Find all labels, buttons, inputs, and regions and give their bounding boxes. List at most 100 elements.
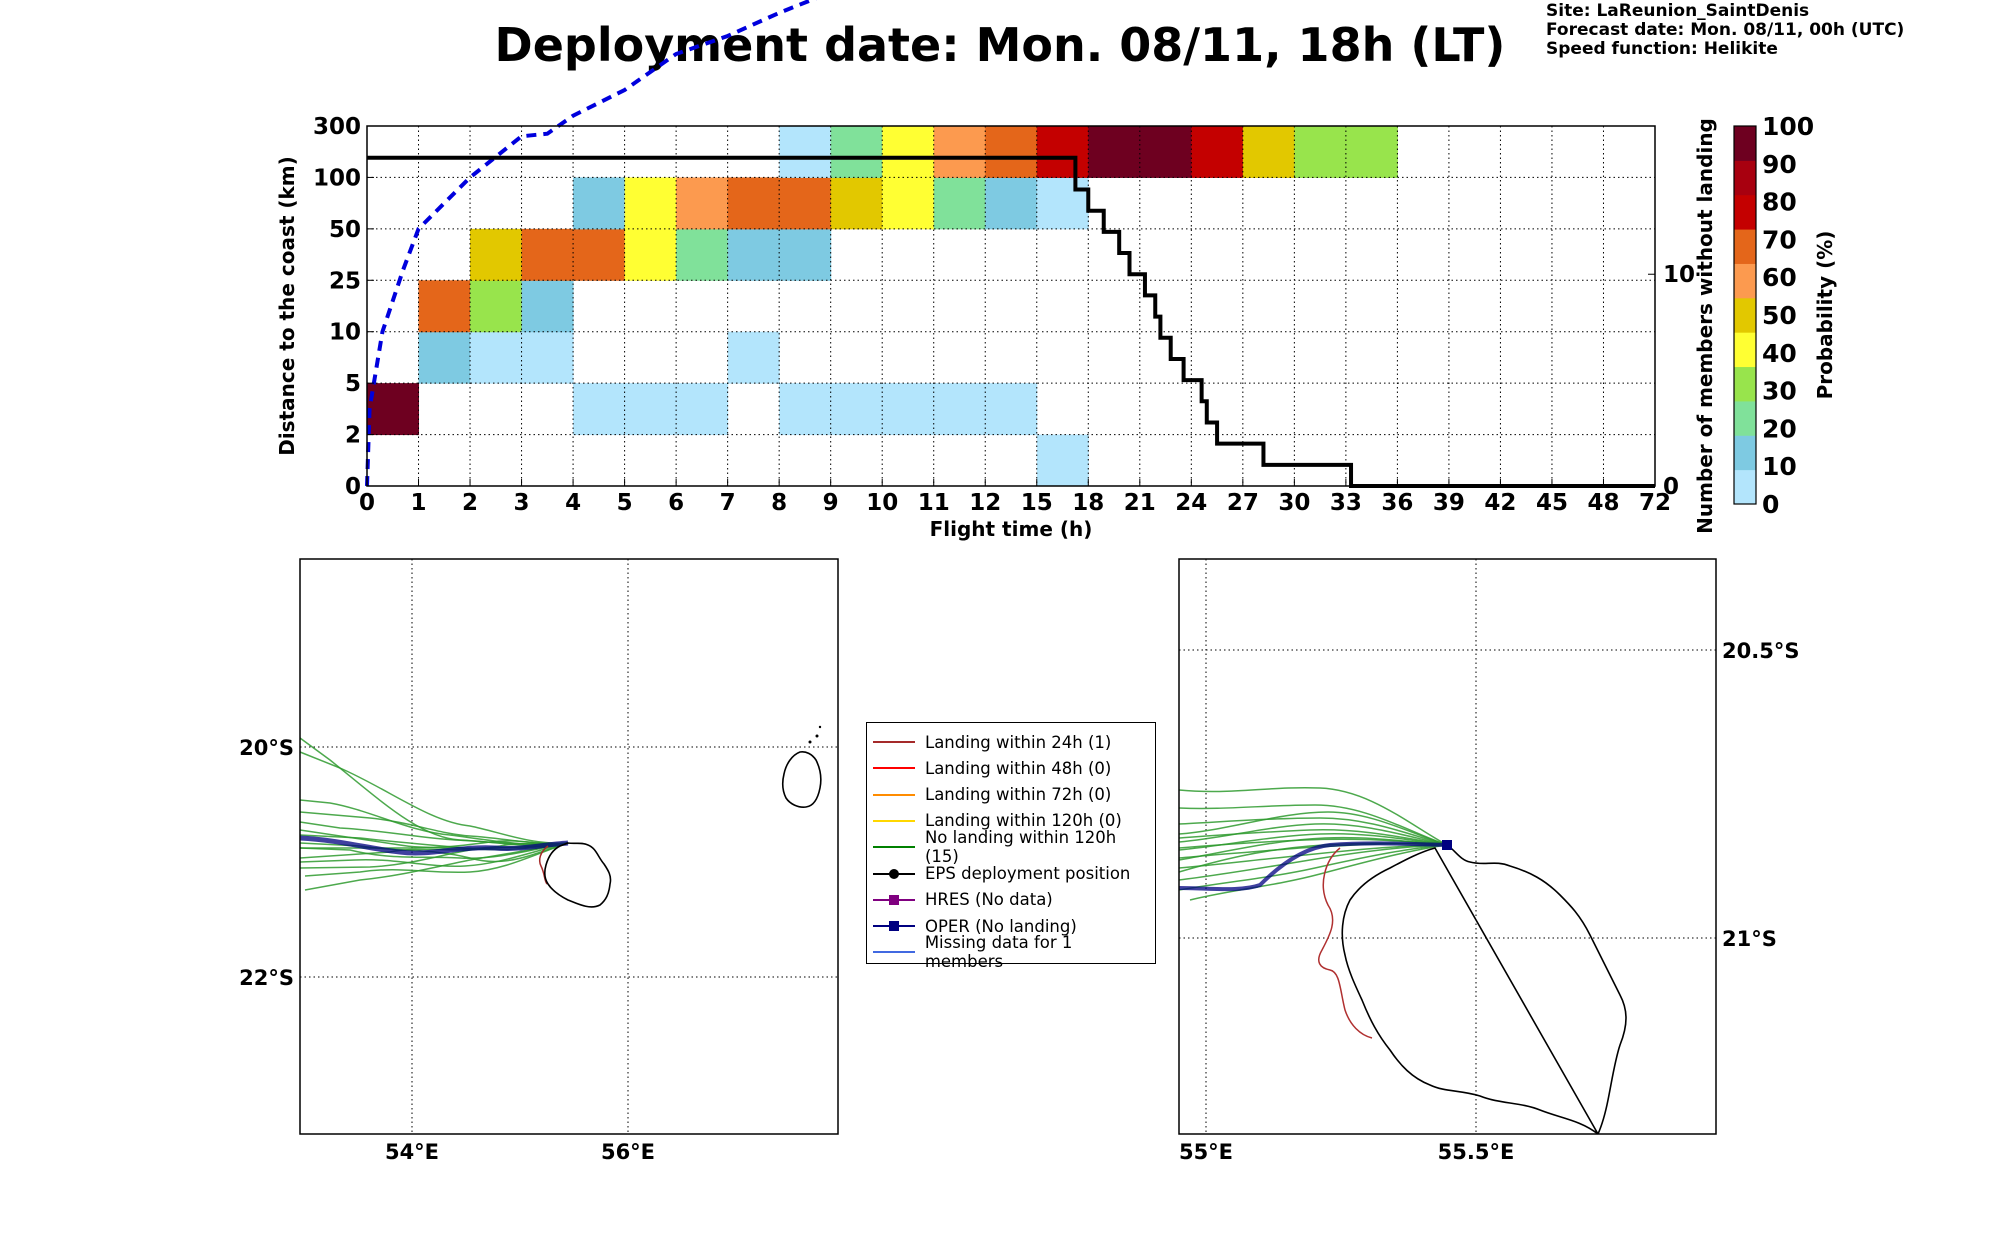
legend-label: Landing within 48h (0) bbox=[925, 758, 1112, 778]
heatmap-cell bbox=[573, 383, 626, 436]
heatmap-cell bbox=[676, 177, 729, 230]
x-tick-label: 1 bbox=[411, 490, 427, 516]
heatmap-cell bbox=[521, 228, 574, 281]
heatmap-cell bbox=[521, 331, 574, 384]
legend-line-symbol bbox=[873, 735, 915, 749]
reunion-island-outline bbox=[1341, 844, 1627, 1135]
legend-label: EPS deployment position bbox=[925, 864, 1131, 883]
trajectory-landing-24h bbox=[1318, 847, 1373, 1039]
trajectory-no-landing bbox=[304, 842, 569, 877]
x-tick-label: 8 bbox=[771, 490, 787, 516]
x-tick-label: 24 bbox=[1175, 490, 1207, 516]
heatmap-cell bbox=[727, 177, 780, 230]
x-tick-label: 2 bbox=[462, 490, 478, 516]
heatmap-cell bbox=[1242, 126, 1295, 178]
legend-line-symbol bbox=[873, 788, 915, 802]
islet bbox=[808, 740, 812, 744]
longitude-label: 55.5°E bbox=[1438, 1140, 1515, 1164]
trajectory-no-landing bbox=[299, 842, 569, 868]
legend-entry: Landing within 24h (1) bbox=[873, 729, 1111, 755]
y-tick-label: 10 bbox=[329, 320, 361, 346]
colorbar-segment bbox=[1734, 435, 1756, 471]
heatmap-cell bbox=[573, 177, 626, 230]
colorbar-tick-label: 100 bbox=[1762, 112, 1814, 141]
forecast-date-text: Forecast date: Mon. 08/11, 00h (UTC) bbox=[1546, 20, 1905, 40]
heatmap-cell bbox=[624, 228, 677, 281]
members-without-landing-line bbox=[367, 155, 1655, 488]
y-tick-label: 100 bbox=[313, 165, 361, 191]
colorbar-segment bbox=[1734, 194, 1756, 230]
legend-label: Landing within 72h (0) bbox=[925, 785, 1112, 805]
map-area bbox=[300, 559, 838, 1134]
y2-tick-label: 10 bbox=[1663, 262, 1695, 288]
legend-line-symbol bbox=[873, 814, 915, 828]
heatmap-cell bbox=[418, 331, 471, 384]
metadata-block: Site: LaReunion_SaintDenis Forecast date… bbox=[1546, 2, 1904, 59]
heatmap-cell bbox=[779, 126, 832, 178]
heatmap-cell bbox=[779, 383, 832, 436]
median-distance-line bbox=[365, 0, 817, 487]
heatmap-cell bbox=[882, 177, 935, 230]
colorbar-tick-label: 60 bbox=[1762, 263, 1797, 292]
heatmap-cell bbox=[933, 383, 986, 436]
colorbar-tick-label: 90 bbox=[1762, 150, 1797, 179]
latitude-label: 20.5°S bbox=[1722, 639, 1799, 663]
heatmap-cell bbox=[676, 383, 729, 436]
mauritius-island-outline bbox=[781, 751, 822, 808]
legend-label: Landing within 24h (1) bbox=[925, 732, 1112, 752]
site-text: Site: LaReunion_SaintDenis bbox=[1546, 1, 1810, 21]
legend-label: Missing data for 1 members bbox=[924, 933, 1073, 972]
legend-marker-symbol bbox=[889, 894, 899, 905]
colorbar-segment bbox=[1734, 229, 1756, 264]
heatmap-cell bbox=[624, 177, 677, 230]
latitude-label: 20°S bbox=[239, 736, 294, 760]
legend-entry: Landing within 120h (0) bbox=[873, 808, 1122, 834]
y-tick-label: 0 bbox=[345, 474, 361, 500]
trajectory-no-landing bbox=[1178, 836, 1448, 861]
heatmap-cell bbox=[727, 331, 780, 384]
colorbar-tick-label: 20 bbox=[1762, 414, 1797, 443]
heatmap-cell bbox=[470, 280, 523, 333]
legend-entry: Landing within 72h (0) bbox=[873, 782, 1111, 808]
heatmap-cell bbox=[573, 228, 626, 281]
x-tick-label: 5 bbox=[617, 490, 633, 516]
colorbar-tick-label: 70 bbox=[1762, 225, 1797, 254]
colorbar-tick-label: 10 bbox=[1762, 452, 1797, 481]
trajectory-no-landing bbox=[1178, 817, 1448, 846]
heatmap-cell bbox=[985, 126, 1038, 178]
latitude-label: 21°S bbox=[1722, 927, 1777, 951]
colorbar-tick-label: 40 bbox=[1762, 339, 1797, 368]
islet bbox=[818, 725, 822, 729]
heatmap-cell bbox=[779, 177, 832, 230]
legend-label: OPER (No landing) bbox=[925, 916, 1077, 936]
legend-line-symbol bbox=[873, 919, 915, 933]
heatmap-cell bbox=[624, 383, 677, 436]
oper-trajectory bbox=[1178, 841, 1448, 892]
legend-line-symbol bbox=[873, 840, 915, 854]
y-tick-label: 300 bbox=[313, 114, 361, 140]
x-tick-label: 3 bbox=[514, 490, 530, 516]
speed-function-text: Speed function: Helikite bbox=[1546, 39, 1778, 59]
trajectory-no-landing bbox=[299, 751, 569, 844]
heatmap-cell bbox=[1088, 126, 1141, 178]
x-tick-label: 36 bbox=[1381, 490, 1413, 516]
x-tick-label: 11 bbox=[918, 490, 950, 516]
legend-line-symbol bbox=[873, 893, 915, 907]
x-tick-label: 0 bbox=[359, 490, 375, 516]
x-tick-label: 72 bbox=[1639, 490, 1671, 516]
x-tick-label: 4 bbox=[565, 490, 581, 516]
legend-marker-symbol bbox=[889, 868, 899, 879]
legend-label: No landing within 120h (15) bbox=[924, 828, 1117, 867]
heatmap-cell bbox=[779, 228, 832, 281]
x-tick-label: 48 bbox=[1587, 490, 1619, 516]
x-tick-label: 12 bbox=[969, 490, 1001, 516]
legend-marker-symbol bbox=[889, 921, 899, 932]
heatmap-cell bbox=[1036, 177, 1089, 230]
legend-line-symbol bbox=[873, 867, 915, 881]
plot-frame bbox=[366, 125, 1656, 487]
x-tick-label: 15 bbox=[1021, 490, 1053, 516]
latitude-label: 22°S bbox=[239, 966, 294, 990]
x-tick-label: 7 bbox=[720, 490, 736, 516]
x-tick-label: 39 bbox=[1433, 490, 1465, 516]
